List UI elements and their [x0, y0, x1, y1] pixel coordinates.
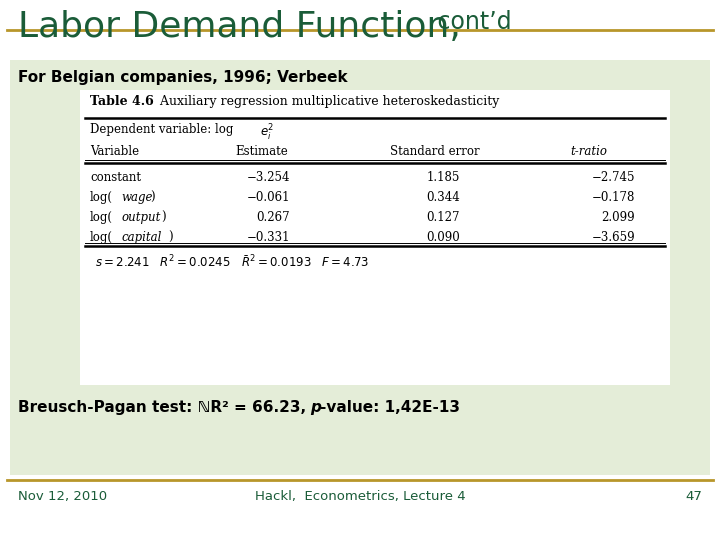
Text: 0.344: 0.344	[426, 191, 460, 204]
Text: log(: log(	[90, 231, 113, 244]
Text: Dependent variable: log: Dependent variable: log	[90, 123, 237, 136]
Text: Nov 12, 2010: Nov 12, 2010	[18, 490, 107, 503]
Text: 0.127: 0.127	[426, 211, 460, 224]
Text: constant: constant	[90, 171, 141, 184]
Text: ): )	[161, 211, 166, 224]
Text: ): )	[168, 231, 173, 244]
Text: capital: capital	[121, 231, 161, 244]
Text: Table 4.6: Table 4.6	[90, 95, 154, 108]
Text: Breusch-Pagan test: ℕR² = 66.23,: Breusch-Pagan test: ℕR² = 66.23,	[18, 400, 311, 415]
Text: $s = 2.241$   $R^2 = 0.0245$   $\bar{R}^2 = 0.0193$   $F = 4.73$: $s = 2.241$ $R^2 = 0.0245$ $\bar{R}^2 = …	[95, 254, 369, 271]
Text: Estimate: Estimate	[235, 145, 288, 158]
Text: −0.178: −0.178	[592, 191, 635, 204]
Text: 0.267: 0.267	[256, 211, 290, 224]
Text: −0.061: −0.061	[246, 191, 290, 204]
Text: log(: log(	[90, 211, 113, 224]
FancyBboxPatch shape	[80, 90, 670, 385]
Text: t-ratio: t-ratio	[570, 145, 607, 158]
Text: p: p	[310, 400, 321, 415]
Text: cont’d: cont’d	[430, 10, 512, 34]
Text: Hackl,  Econometrics, Lecture 4: Hackl, Econometrics, Lecture 4	[255, 490, 465, 503]
Text: 2.099: 2.099	[601, 211, 635, 224]
Text: −0.331: −0.331	[246, 231, 290, 244]
Text: log(: log(	[90, 191, 113, 204]
Text: −3.254: −3.254	[246, 171, 290, 184]
Text: wage: wage	[121, 191, 153, 204]
Text: Labor Demand Function,: Labor Demand Function,	[18, 10, 461, 44]
Text: Auxiliary regression multiplicative heteroskedasticity: Auxiliary regression multiplicative hete…	[148, 95, 500, 108]
Text: Standard error: Standard error	[390, 145, 480, 158]
Text: output: output	[121, 211, 161, 224]
Text: 1.185: 1.185	[427, 171, 460, 184]
Text: −3.659: −3.659	[591, 231, 635, 244]
FancyBboxPatch shape	[10, 60, 710, 475]
Text: 47: 47	[685, 490, 702, 503]
Text: 0.090: 0.090	[426, 231, 460, 244]
Text: Variable: Variable	[90, 145, 139, 158]
Text: $e_i^2$: $e_i^2$	[260, 123, 274, 143]
Text: ): )	[150, 191, 155, 204]
Text: -value: 1,42E-13: -value: 1,42E-13	[320, 400, 460, 415]
Text: −2.745: −2.745	[592, 171, 635, 184]
Text: For Belgian companies, 1996; Verbeek: For Belgian companies, 1996; Verbeek	[18, 70, 348, 85]
